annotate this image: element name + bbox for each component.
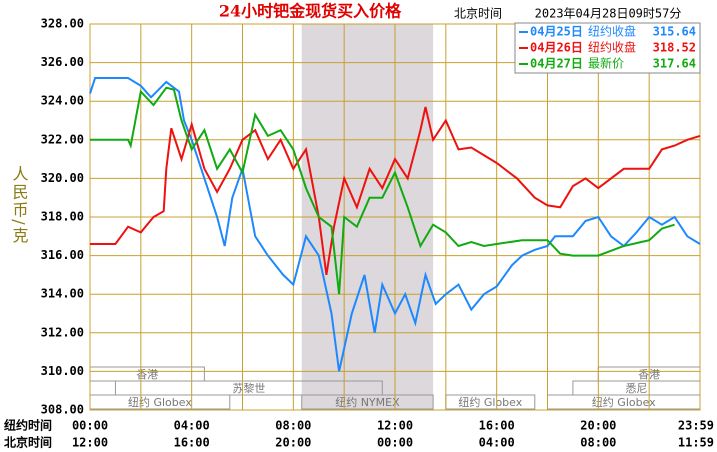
y-tick-label: 324.00 (41, 94, 84, 108)
legend-name: 04月26日 (530, 41, 583, 55)
session-label: 纽约 Globex (128, 395, 192, 409)
x-tick-label: 00:00 (377, 436, 413, 450)
subtitle: 北京时间 (454, 7, 502, 21)
x-tick-label: 16:00 (174, 436, 210, 450)
y-tick-label: 316.00 (41, 248, 84, 262)
y-tick-label: 308.00 (41, 403, 84, 417)
y-axis-label: 人民币/克 (10, 165, 29, 244)
x-tick-label: 08:00 (580, 436, 616, 450)
session-label: 苏黎世 (232, 381, 265, 395)
legend-value: 315.64 (653, 25, 696, 39)
y-tick-label: 314.00 (41, 287, 84, 301)
x-tick-label: 12:00 (377, 419, 413, 433)
y-tick-label: 328.00 (41, 17, 84, 31)
session-label: 香港 (136, 368, 158, 381)
price-line (89, 77, 701, 372)
x-tick-label: 04:00 (479, 436, 515, 450)
y-tick-label: 320.00 (41, 171, 84, 185)
legend-note: 纽约收盘 (588, 24, 636, 39)
price-line (90, 86, 675, 295)
legend-value: 318.52 (653, 41, 696, 55)
x-tick-label: 08:00 (275, 419, 311, 433)
x-tick-label: 11:59 (678, 436, 714, 450)
legend-name: 04月25日 (530, 25, 583, 39)
x-tick-label: 20:00 (580, 419, 616, 433)
legend-value: 317.64 (653, 57, 696, 71)
session-label: 纽约 Globex (592, 395, 656, 409)
x-tick-label: 20:00 (275, 436, 311, 450)
legend-name: 04月27日 (530, 57, 583, 71)
legend-note: 最新价 (588, 56, 624, 71)
y-tick-label: 312.00 (41, 325, 84, 339)
x-tick-label: 04:00 (174, 419, 210, 433)
x-tick-label: 12:00 (72, 436, 108, 450)
y-tick-label: 322.00 (41, 132, 84, 146)
y-tick-label: 326.00 (41, 55, 84, 69)
legend-note: 纽约收盘 (588, 40, 636, 55)
session-label: 纽约 NYMEX (335, 395, 400, 409)
x-row-label: 纽约时间 (4, 418, 52, 433)
session-box (114, 380, 383, 396)
session-box (301, 394, 434, 410)
legend-box (514, 22, 701, 74)
x-tick-label: 00:00 (72, 419, 108, 433)
session-label: 悉尼 (625, 382, 647, 395)
x-tick-label: 23:59 (678, 419, 714, 433)
x-tick-label: 16:00 (479, 419, 515, 433)
timestamp: 2023年04月28日09时57分 (535, 7, 682, 21)
chart-title: 24小时钯金现货买入价格 (219, 2, 402, 21)
y-tick-label: 318.00 (41, 210, 84, 224)
y-tick-label: 310.00 (41, 364, 84, 378)
price-line (90, 106, 701, 276)
session-label: 纽约 Globex (458, 395, 522, 409)
x-row-label: 北京时间 (4, 435, 52, 450)
plot-border (89, 23, 701, 411)
